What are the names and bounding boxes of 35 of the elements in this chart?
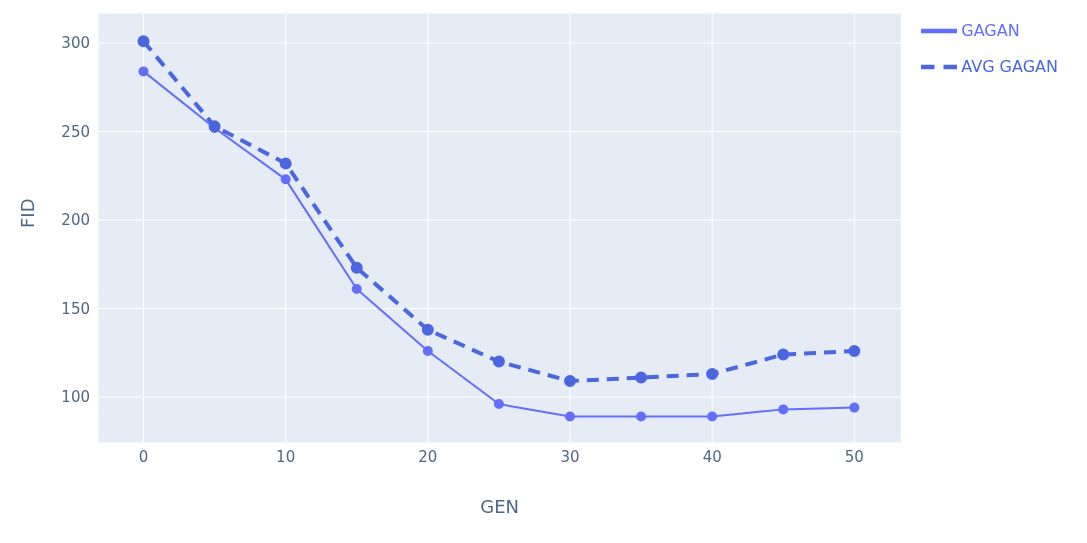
y-tick-label: 200 [61,211,90,230]
point [848,344,861,357]
point [422,345,433,356]
y-tick-label: 300 [61,34,90,53]
point [777,348,790,361]
point [421,323,434,336]
point [706,367,719,380]
legend-label: AVG GAGAN [961,56,1058,76]
point [493,399,504,410]
point [351,284,362,295]
x-tick-label: 50 [844,447,864,466]
y-tick-label: 150 [61,299,90,318]
x-tick-label: 10 [276,447,296,466]
point [138,66,149,77]
point [849,402,860,413]
y-axis-title: FID [17,198,39,228]
x-tick-label: 20 [418,447,438,466]
point [778,404,789,415]
point [635,371,648,384]
x-tick-label: 40 [702,447,722,466]
point [636,411,647,422]
point [564,375,577,388]
point [565,411,576,422]
point [492,355,505,368]
y-tick-label: 250 [61,122,90,141]
point [280,174,291,185]
point [707,411,718,422]
point [350,261,363,274]
point [279,157,292,170]
x-tick-label: 30 [560,447,580,466]
x-tick-label: 0 [138,447,149,466]
legend-label: GAGAN [961,20,1020,40]
point [137,35,150,48]
x-axis-title: GEN [480,496,520,517]
y-tick-label: 100 [61,388,90,407]
